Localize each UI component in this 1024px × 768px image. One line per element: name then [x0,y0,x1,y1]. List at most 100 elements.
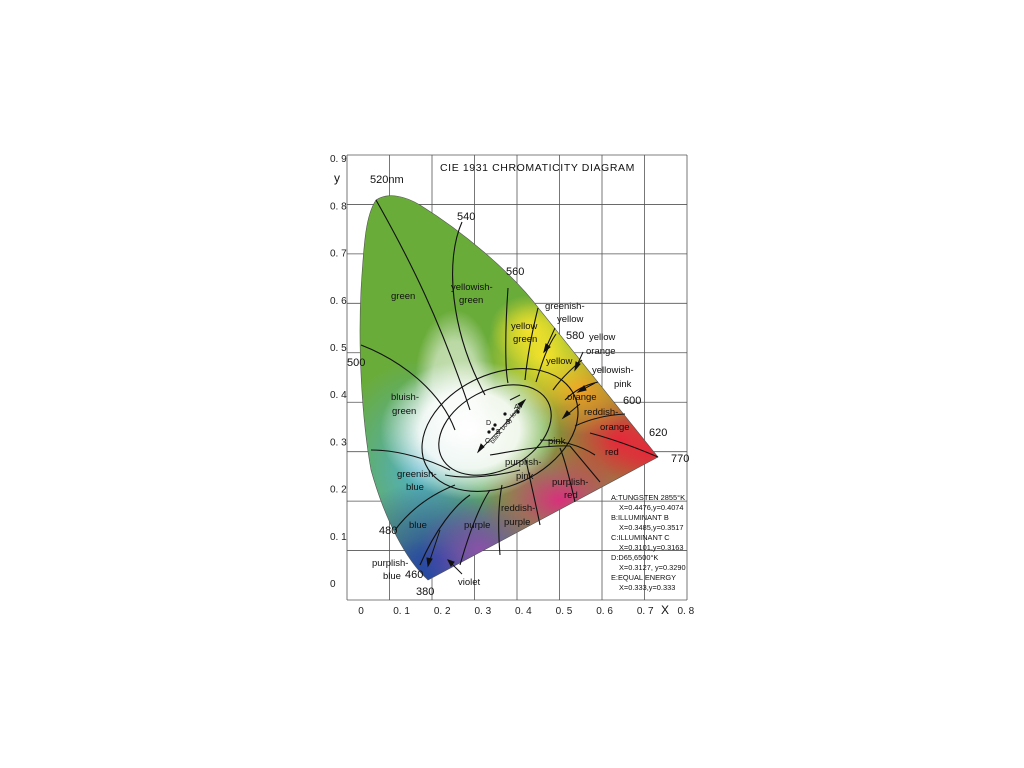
x-axis-label: X [661,603,669,617]
y-tick-label: 0. 3 [330,437,347,448]
wavelength-540: 540 [457,211,475,223]
wavelength-770: 770 [671,453,689,465]
wavelength-380: 380 [416,586,434,598]
label-greenish-blue-2: blue [406,482,424,493]
label-reddish-purple-2: purple [504,517,530,528]
label-purplish-red-2: red [564,490,578,501]
legend-line-1: A:TUNGSTEN 2855°K [611,493,685,502]
boundary-greenish-blue [370,449,451,471]
label-green: green [391,291,415,302]
label-greenish-yellow-2: yellow [557,314,584,325]
label-purplish-red-1: purplish- [552,477,588,488]
wavelength-600: 600 [623,395,641,407]
legend-line-7: D:D65,6500°K [611,553,658,562]
label-red: red [605,447,619,458]
legend-line-6: X=0.3101,y=0.3163 [619,543,684,552]
point-label-a: A [514,404,519,411]
label-yellow-orange-1: yellow [589,332,616,343]
point-marker-c [487,430,491,434]
label-yellowish-pink-2: pink [614,379,632,390]
y-tick-label: 0. 6 [330,296,347,307]
legend-line-8: X=0.3127, y=0.3290 [619,563,686,572]
label-purplish-pink-1: purplish- [505,457,541,468]
illuminant-points: D B C E A [485,404,520,445]
y-tick-label: 0. 7 [330,249,347,260]
label-yellow-orange-2: orange [586,346,616,357]
label-purplish-pink-2: pink [516,471,534,482]
legend-line-4: X=0.3485,y=0.3517 [619,523,684,532]
spectral-locus [359,195,659,581]
label-bluish-green-2: green [392,406,416,417]
x-tick-label: 0. 1 [393,606,410,617]
point-marker-b [503,412,507,416]
y-tick-label: 0. 5 [330,343,347,354]
point-label-e: E [496,429,501,436]
label-purplish-blue-2: blue [383,571,401,582]
legend-line-10: X=0.333,y=0.333 [619,583,675,592]
boundary-greenish-yellow [524,307,539,381]
boundary-yellowish-green [452,221,486,396]
x-tick-label: 0 [358,606,364,617]
boundary-green [375,199,471,411]
legend-line-2: X=0.4476,y=0.4074 [619,503,684,512]
x-tick-label: 0. 5 [556,606,573,617]
x-tick-label: 0. 3 [474,606,491,617]
wavelength-560: 560 [506,266,524,278]
x-tick-label: 0. 4 [515,606,532,617]
label-yellowish-pink-1: yellowish- [592,365,634,376]
legend-line-9: E:EQUAL ENERGY [611,573,676,582]
label-greenish-yellow-1: greenish- [545,301,585,312]
wavelength-480: 480 [379,525,397,537]
x-tick-label: 0. 6 [596,606,613,617]
boundary-yellow-green [505,287,509,384]
wavelength-620: 620 [649,427,667,439]
label-purple: purple [464,520,490,531]
label-blue: blue [409,520,427,531]
y-tick-label: 0 [330,579,336,590]
label-greenish-blue-1: greenish- [397,469,437,480]
region-labels: green yellowish- green yellow green gree… [372,282,634,588]
point-marker-a [516,410,520,414]
wavelength-520: 520nm [370,174,404,186]
y-tick-labels: 0 0. 1 0. 2 0. 3 0. 4 0. 5 0. 6 0. 7 0. 8 0. 9 [330,154,347,590]
diagram-title: CIE 1931 CHROMATICITY DIAGRAM [440,162,635,174]
x-tick-label: 0. 7 [637,606,654,617]
label-reddish-orange-1: reddish- [584,407,618,418]
label-yellow: yellow [546,356,573,367]
wavelength-500: 500 [347,357,365,369]
black-body-locus [476,398,527,454]
label-bluish-green-1: bluish- [391,392,419,403]
wavelength-580: 580 [566,330,584,342]
wavelength-labels: 520nm 540 560 580 600 620 770 500 480 46… [347,174,689,598]
y-axis-label: y [334,171,340,185]
y-tick-label: 0. 1 [330,532,347,543]
legend-line-3: B:ILLUMINANT B [611,513,669,522]
central-white-region [421,367,579,493]
label-pink: pink [548,436,566,447]
label-orange: orange [567,392,597,403]
y-tick-label: 0. 4 [330,390,347,401]
label-yellowish-green-1: yellowish- [451,282,493,293]
label-yellowish-green-2: green [459,295,483,306]
point-marker-d [493,423,497,427]
point-label-c: C [485,438,490,445]
illuminant-legend: A:TUNGSTEN 2855°K X=0.4476,y=0.4074 B:IL… [611,493,686,592]
label-violet: violet [458,577,481,588]
wavelength-460: 460 [405,569,423,581]
region-boundaries [360,199,659,566]
y-tick-label: 0. 8 [330,201,347,212]
boundary-blue [394,484,456,531]
label-yellow-green-2: green [513,334,537,345]
label-purplish-blue-1: purplish- [372,558,408,569]
label-yellow-green-1: yellow [511,321,538,332]
label-reddish-orange-2: orange [600,422,630,433]
y-tick-label: 0. 9 [330,154,347,165]
x-tick-label: 0. 2 [434,606,451,617]
pointer-arrows [426,327,596,575]
x-tick-labels: 0 0. 1 0. 2 0. 3 0. 4 0. 5 0. 6 0. 7 0. 8 [358,606,694,617]
y-tick-label: 0. 2 [330,485,347,496]
label-reddish-purple-1: reddish- [501,503,535,514]
point-label-d: D [486,420,491,427]
x-tick-label: 0. 8 [677,606,694,617]
